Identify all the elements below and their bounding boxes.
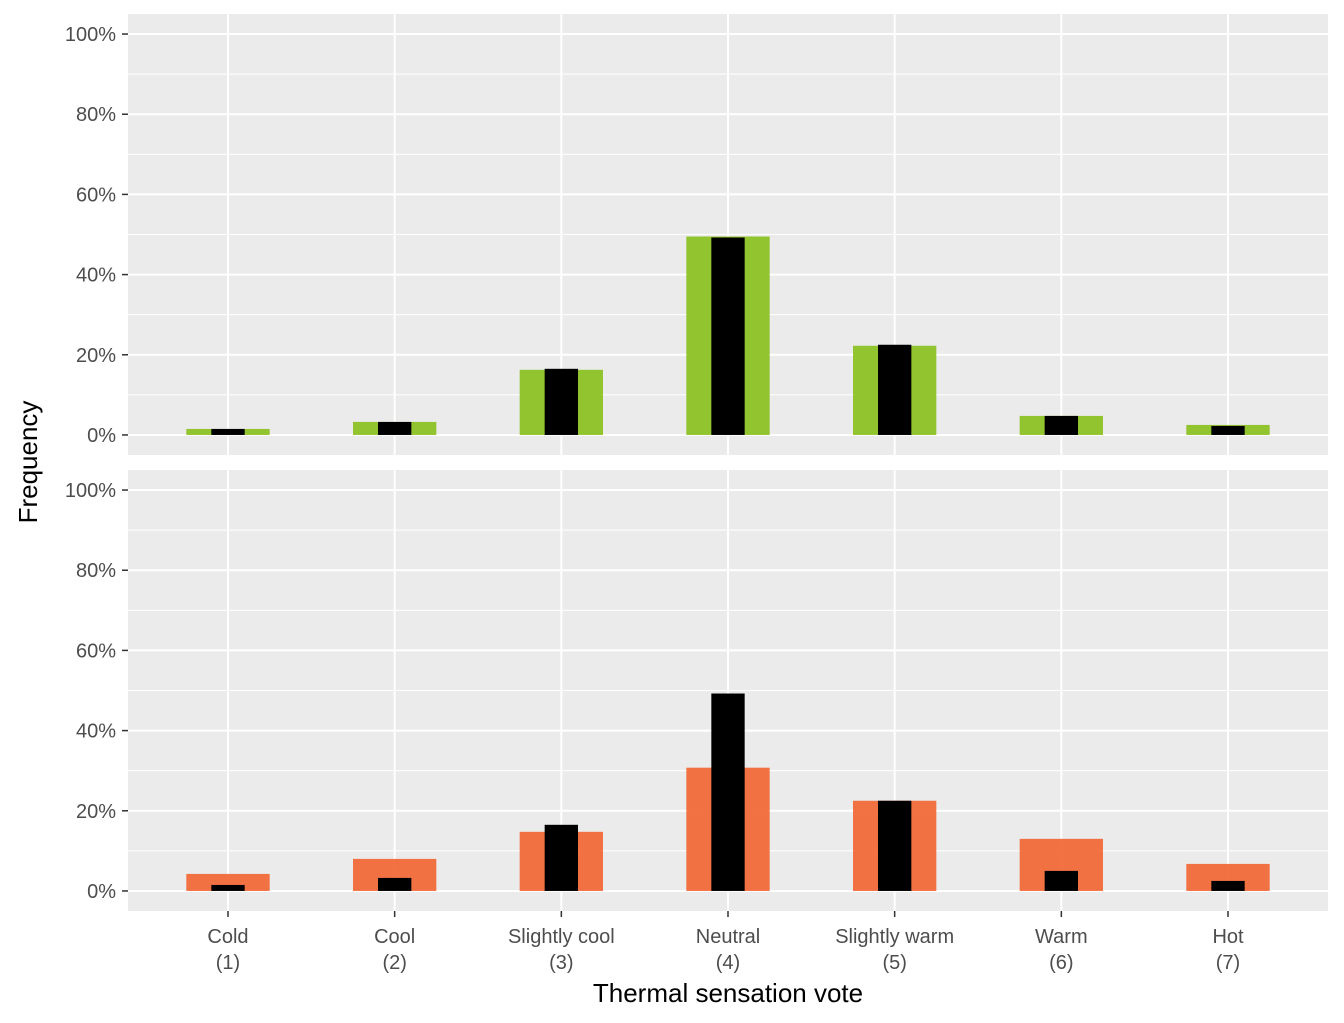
bar-reference-3 <box>544 368 578 435</box>
y-tick-label: 60% <box>76 184 116 206</box>
y-tick-label: 100% <box>65 480 116 502</box>
x-tick-code: (5) <box>882 952 906 974</box>
panel-bottom: 0% 20% 40% 60% 80% 100% <box>65 470 1328 911</box>
x-tick-code: (2) <box>382 952 406 974</box>
panel-top: 0% 20% 40% 60% 80% 100% <box>65 14 1328 455</box>
bar-reference-1 <box>211 884 245 891</box>
x-axis-title: Thermal sensation vote <box>593 978 863 1008</box>
y-tick-label: 80% <box>76 560 116 582</box>
x-tick-label: Cool <box>374 926 415 948</box>
x-tick-label: Hot <box>1212 926 1244 948</box>
x-tick-label: Warm <box>1035 926 1088 948</box>
bar-reference-6 <box>1044 870 1078 891</box>
bar-reference-2 <box>378 877 412 891</box>
y-tick-label: 60% <box>76 640 116 662</box>
bar-group-1 <box>186 873 270 891</box>
y-tick-label: 80% <box>76 104 116 126</box>
y-tick-label: 40% <box>76 265 116 287</box>
x-tick-label: Neutral <box>696 926 760 948</box>
x-tick-label: Slightly cool <box>508 926 615 948</box>
bar-reference-2 <box>378 421 412 435</box>
x-tick-code: (6) <box>1049 952 1073 974</box>
y-tick-label: 40% <box>76 721 116 743</box>
bar-reference-4 <box>711 237 745 435</box>
bar-reference-1 <box>211 428 245 435</box>
x-tick-code: (1) <box>216 952 240 974</box>
bar-reference-5 <box>878 800 912 891</box>
y-tick-label: 100% <box>65 24 116 46</box>
bar-reference-6 <box>1044 415 1078 435</box>
x-tick-code: (4) <box>716 952 740 974</box>
bar-reference-5 <box>878 344 912 435</box>
bar-reference-4 <box>711 693 745 891</box>
y-tick-label: 20% <box>76 345 116 367</box>
y-tick-label: 20% <box>76 801 116 823</box>
bar-reference-7 <box>1211 880 1245 891</box>
y-tick-label: 0% <box>87 425 116 447</box>
x-tick-label: Slightly warm <box>835 926 954 948</box>
x-tick-code: (7) <box>1216 952 1240 974</box>
bar-reference-7 <box>1211 425 1245 435</box>
bar-reference-3 <box>544 824 578 891</box>
x-tick-label: Cold <box>207 926 248 948</box>
y-axis-title: Frequency <box>13 401 43 524</box>
x-tick-code: (3) <box>549 952 573 974</box>
y-tick-label: 0% <box>87 881 116 903</box>
